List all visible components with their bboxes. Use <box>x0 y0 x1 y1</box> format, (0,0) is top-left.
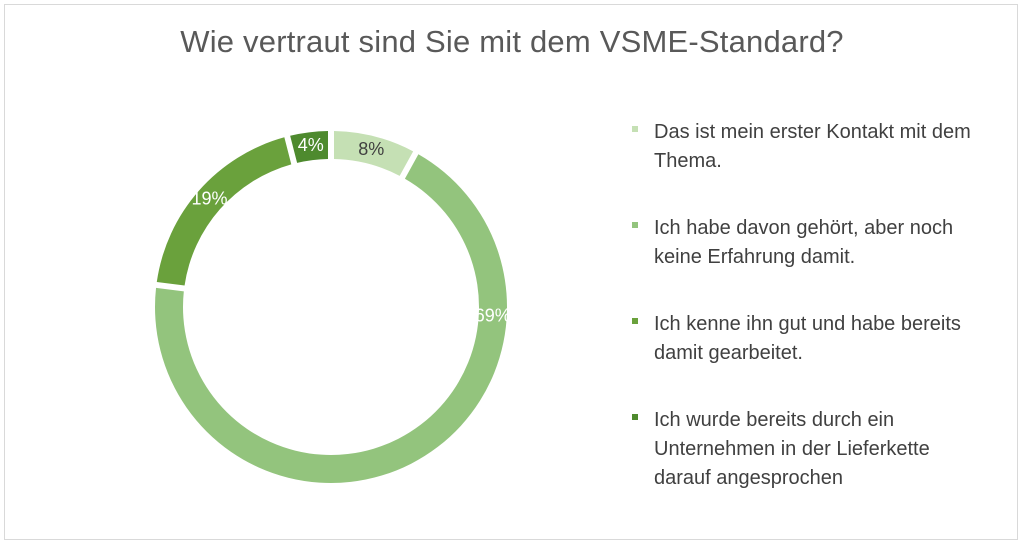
donut-slice <box>333 131 414 176</box>
legend-swatch <box>632 222 638 228</box>
data-label: 4% <box>298 135 324 155</box>
legend-label: Ich wurde bereits durch ein Unternehmen … <box>654 409 930 489</box>
legend-swatch <box>632 126 638 132</box>
chart-title: Wie vertraut sind Sie mit dem VSME-Stand… <box>180 24 844 59</box>
legend-label: Ich kenne ihn gut und habe bereits damit… <box>654 313 961 364</box>
donut-slice <box>156 137 292 286</box>
data-label: 19% <box>191 189 227 209</box>
legend-swatch <box>632 318 638 324</box>
legend-label: Ich habe davon gehört, aber noch keine E… <box>654 217 954 268</box>
donut-slice <box>290 131 329 163</box>
legend-swatch <box>632 414 638 420</box>
data-label: 8% <box>358 139 384 159</box>
data-label: 69% <box>475 305 511 325</box>
legend-label: Das ist mein erster Kontakt mit dem Them… <box>654 121 971 172</box>
